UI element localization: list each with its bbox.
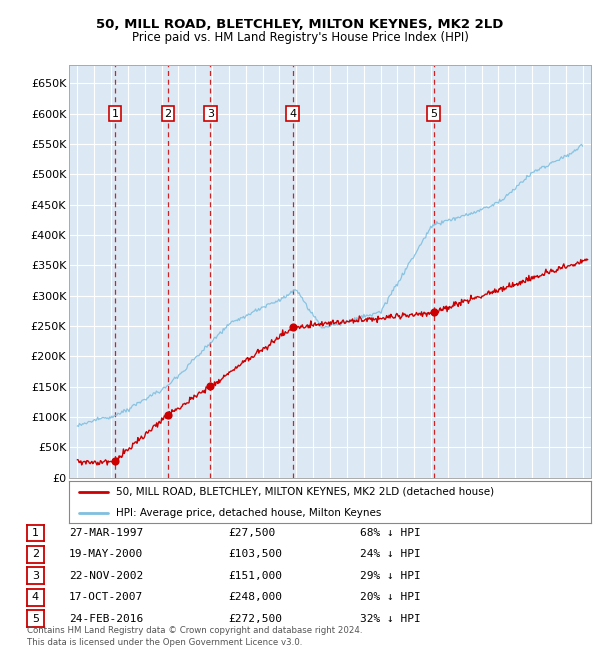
Text: £151,000: £151,000 bbox=[228, 571, 282, 581]
Text: Contains HM Land Registry data © Crown copyright and database right 2024.
This d: Contains HM Land Registry data © Crown c… bbox=[27, 626, 362, 647]
Text: 2: 2 bbox=[32, 549, 39, 560]
Text: £27,500: £27,500 bbox=[228, 528, 275, 538]
Point bbox=[429, 307, 439, 318]
Text: 24-FEB-2016: 24-FEB-2016 bbox=[69, 614, 143, 624]
Text: 32% ↓ HPI: 32% ↓ HPI bbox=[360, 614, 421, 624]
Text: 4: 4 bbox=[32, 592, 39, 603]
Point bbox=[110, 456, 120, 466]
Text: 19-MAY-2000: 19-MAY-2000 bbox=[69, 549, 143, 560]
Text: £248,000: £248,000 bbox=[228, 592, 282, 603]
Text: 50, MILL ROAD, BLETCHLEY, MILTON KEYNES, MK2 2LD (detached house): 50, MILL ROAD, BLETCHLEY, MILTON KEYNES,… bbox=[116, 487, 494, 497]
Text: Price paid vs. HM Land Registry's House Price Index (HPI): Price paid vs. HM Land Registry's House … bbox=[131, 31, 469, 44]
Text: 22-NOV-2002: 22-NOV-2002 bbox=[69, 571, 143, 581]
Text: 5: 5 bbox=[32, 614, 39, 624]
Text: 29% ↓ HPI: 29% ↓ HPI bbox=[360, 571, 421, 581]
Text: 2: 2 bbox=[164, 109, 172, 118]
Text: 24% ↓ HPI: 24% ↓ HPI bbox=[360, 549, 421, 560]
Point bbox=[206, 381, 215, 391]
Text: HPI: Average price, detached house, Milton Keynes: HPI: Average price, detached house, Milt… bbox=[116, 508, 382, 517]
Text: 1: 1 bbox=[32, 528, 39, 538]
Text: 3: 3 bbox=[32, 571, 39, 581]
Text: 3: 3 bbox=[207, 109, 214, 118]
Text: 5: 5 bbox=[430, 109, 437, 118]
Text: 68% ↓ HPI: 68% ↓ HPI bbox=[360, 528, 421, 538]
Point bbox=[163, 410, 173, 420]
Text: £103,500: £103,500 bbox=[228, 549, 282, 560]
Text: 27-MAR-1997: 27-MAR-1997 bbox=[69, 528, 143, 538]
Text: 4: 4 bbox=[289, 109, 296, 118]
Text: 50, MILL ROAD, BLETCHLEY, MILTON KEYNES, MK2 2LD: 50, MILL ROAD, BLETCHLEY, MILTON KEYNES,… bbox=[97, 18, 503, 31]
Text: 20% ↓ HPI: 20% ↓ HPI bbox=[360, 592, 421, 603]
Point bbox=[288, 322, 298, 332]
Text: 1: 1 bbox=[112, 109, 118, 118]
Text: £272,500: £272,500 bbox=[228, 614, 282, 624]
Text: 17-OCT-2007: 17-OCT-2007 bbox=[69, 592, 143, 603]
